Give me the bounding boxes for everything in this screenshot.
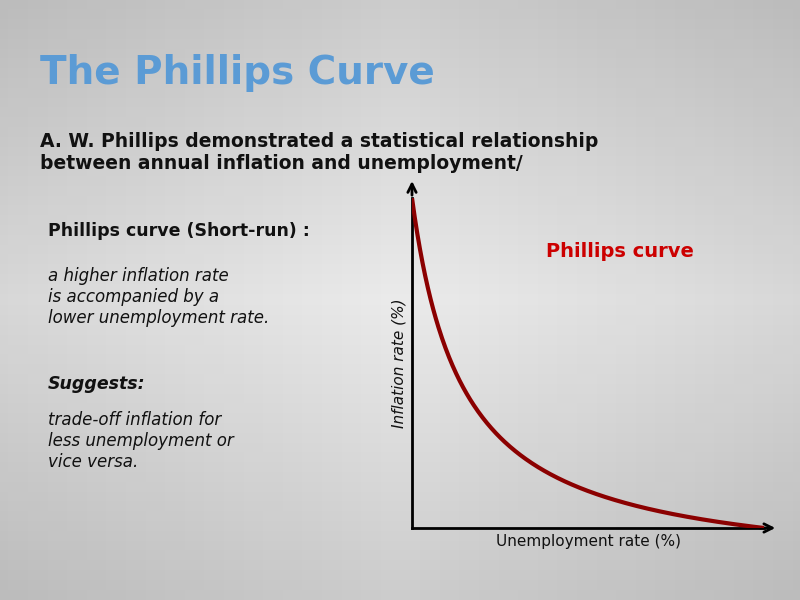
Text: Phillips curve (Short-run) :: Phillips curve (Short-run) : xyxy=(48,222,310,240)
Text: The Phillips Curve: The Phillips Curve xyxy=(40,54,434,92)
X-axis label: Unemployment rate (%): Unemployment rate (%) xyxy=(495,533,681,548)
Text: Phillips curve: Phillips curve xyxy=(546,242,694,262)
Y-axis label: Inflation rate (%): Inflation rate (%) xyxy=(391,298,406,428)
Text: trade-off inflation for
less unemployment or
vice versa.: trade-off inflation for less unemploymen… xyxy=(48,411,234,470)
Text: A. W. Phillips demonstrated a statistical relationship
between annual inflation : A. W. Phillips demonstrated a statistica… xyxy=(40,132,598,173)
Text: a higher inflation rate
is accompanied by a
lower unemployment rate.: a higher inflation rate is accompanied b… xyxy=(48,267,270,326)
Text: Suggests:: Suggests: xyxy=(48,375,146,393)
